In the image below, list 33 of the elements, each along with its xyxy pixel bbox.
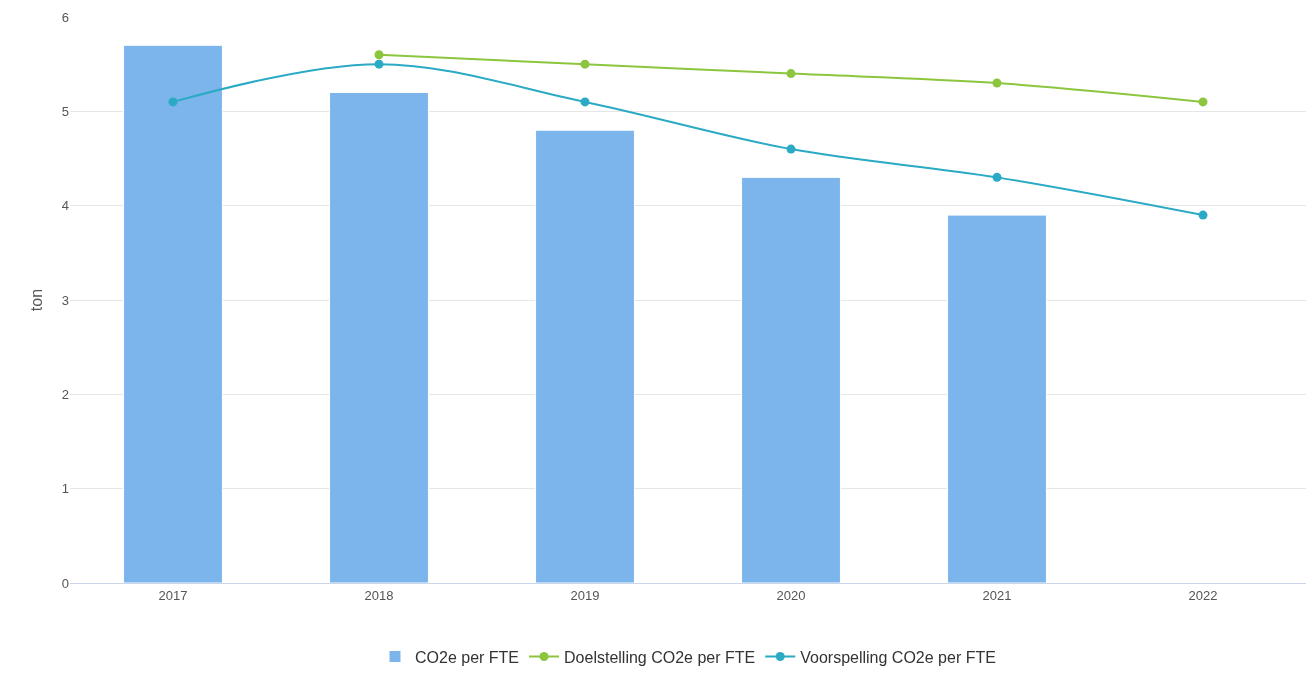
bar <box>329 91 429 583</box>
y-tick-label: 1 <box>61 481 69 497</box>
bar <box>947 214 1047 583</box>
bar <box>535 129 635 583</box>
legend-label: Doelstelling CO2e per FTE <box>564 648 756 666</box>
point <box>580 97 590 107</box>
y-tick-label: 6 <box>61 9 69 25</box>
point <box>992 172 1002 182</box>
y-tick-label: 0 <box>61 575 69 591</box>
y-axis-title: ton <box>27 288 45 312</box>
point <box>374 59 384 69</box>
point <box>786 144 796 154</box>
point <box>992 78 1002 88</box>
point <box>168 97 178 107</box>
y-tick-label: 3 <box>61 292 69 308</box>
y-tick-label: 4 <box>61 198 69 214</box>
y-tick-label: 2 <box>61 386 69 402</box>
point <box>786 69 796 79</box>
bar <box>123 44 223 583</box>
x-tick-label: 2018 <box>364 587 394 603</box>
x-tick-label: 2020 <box>776 587 806 603</box>
point <box>374 50 384 60</box>
x-tick-label: 2022 <box>1188 587 1218 603</box>
legend-label: Voorspelling CO2e per FTE <box>800 648 996 666</box>
y-tick-label: 5 <box>61 103 69 119</box>
x-tick-label: 2019 <box>570 587 600 603</box>
point <box>580 59 590 69</box>
bar <box>741 176 841 583</box>
point <box>1198 210 1208 220</box>
point <box>1198 97 1208 107</box>
x-tick-label: 2021 <box>982 587 1012 603</box>
x-tick-label: 2017 <box>158 587 188 603</box>
legend-label: CO2e per FTE <box>415 648 520 666</box>
